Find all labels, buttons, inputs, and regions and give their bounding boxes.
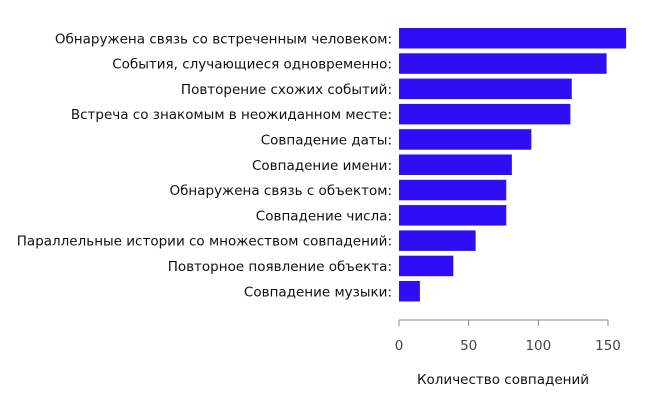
x-tick-label: 150 (595, 338, 621, 354)
y-tick-label: Параллельные истории со множеством совпа… (17, 234, 392, 250)
bar (399, 129, 532, 150)
bar (399, 28, 627, 49)
x-tick-label: 100 (525, 338, 551, 354)
x-axis-label: Количество совпадений (417, 372, 589, 388)
y-tick-label: Совпадение числа: (256, 208, 392, 224)
bar (399, 255, 454, 277)
y-tick-label: Обнаружена связь с объектом: (169, 183, 392, 199)
x-tick-label: 50 (460, 338, 477, 354)
y-tick-label: Совпадение музыки: (244, 284, 392, 300)
y-tick-label: Повторное появление объекта: (168, 259, 392, 275)
y-tick-label: Обнаружена связь со встреченным человеко… (55, 31, 392, 47)
bar (399, 205, 507, 226)
y-tick-label: События, случающиеся одновременно: (112, 57, 392, 73)
bar (399, 154, 512, 175)
y-tick-label: Встреча со знакомым в неожиданном месте: (71, 107, 392, 123)
y-tick-label: Совпадение даты: (261, 132, 392, 148)
bar (399, 103, 571, 125)
x-tick-label: 0 (395, 338, 404, 354)
bar (399, 53, 607, 74)
bar (399, 78, 572, 100)
bar (399, 179, 507, 201)
bar (399, 281, 420, 302)
y-tick-label: Совпадение имени: (252, 158, 392, 174)
bar (399, 230, 476, 251)
y-tick-label: Повторение схожих событий: (181, 82, 392, 98)
